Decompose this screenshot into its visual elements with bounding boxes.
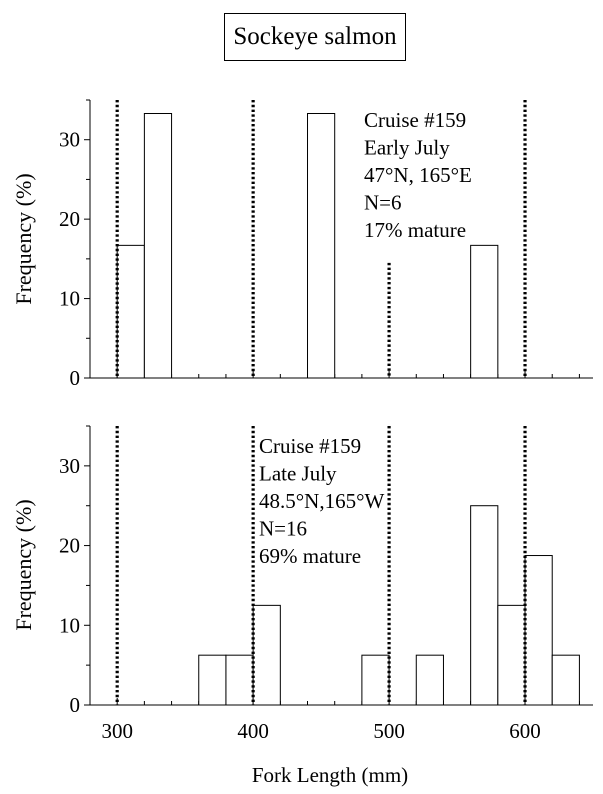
bottom-y-tick-label: 20	[59, 534, 80, 558]
bottom-annotation-line: N=16	[259, 517, 307, 541]
top-y-tick-label: 10	[59, 287, 80, 311]
top-y-tick-label: 0	[70, 366, 81, 390]
top-histogram-bar	[143, 113, 173, 379]
bottom-histogram-bar	[225, 654, 254, 706]
top-annotation-line: N=6	[364, 191, 402, 215]
bottom-annotation-line: 69% mature	[259, 544, 361, 568]
top-annotation-line: 47°N, 165°E	[364, 163, 472, 187]
bottom-histogram-bar	[551, 654, 580, 706]
bottom-x-tick-label: 500	[373, 719, 405, 743]
bottom-y-tick-label: 0	[70, 693, 81, 717]
bottom-histogram-bar	[361, 654, 390, 706]
top-annotation-line: 17% mature	[364, 218, 466, 242]
bottom-annotation-line: Cruise #159	[259, 434, 361, 458]
bottom-histogram-bar	[415, 654, 444, 706]
top-histogram-bar	[307, 113, 336, 379]
bottom-x-axis-label: Fork Length (mm)	[252, 763, 408, 787]
chart-title: Sockeye salmon	[224, 13, 406, 61]
bottom-histogram-bar	[497, 604, 526, 706]
top-y-tick-label: 30	[59, 128, 80, 152]
bottom-y-axis-label: Frequency (%)	[11, 499, 36, 630]
top-y-axis-label: Frequency (%)	[11, 173, 36, 304]
bottom-annotation-line: Late July	[259, 462, 337, 486]
bottom-y-tick-label: 30	[59, 454, 80, 478]
bottom-annotation-line: 48.5°N,165°W	[259, 489, 384, 513]
bottom-histogram-bar	[524, 555, 553, 706]
top-histogram-bar	[116, 244, 145, 379]
bottom-x-tick-label: 300	[101, 719, 133, 743]
bottom-x-tick-label: 600	[509, 719, 541, 743]
top-histogram-bar	[470, 244, 499, 379]
bottom-histogram-bar	[198, 654, 227, 706]
top-annotation-line: Cruise #159	[364, 108, 466, 132]
bottom-histogram-bar	[252, 604, 281, 706]
bottom-histogram-bar	[470, 505, 499, 706]
bottom-y-tick-label: 10	[59, 613, 80, 637]
bottom-x-tick-label: 400	[237, 719, 269, 743]
top-annotation-line: Early July	[364, 136, 450, 160]
top-y-tick-label: 20	[59, 207, 80, 231]
